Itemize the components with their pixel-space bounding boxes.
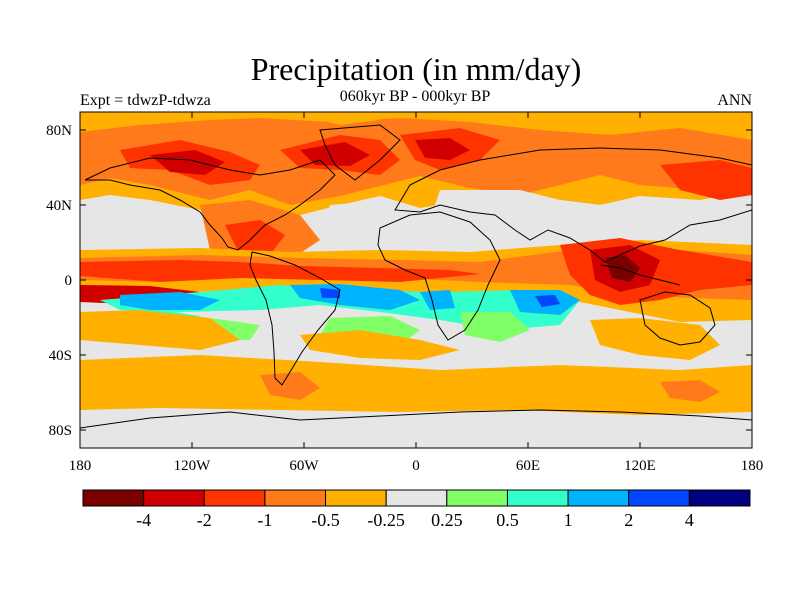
latitude-label: 40N [46,198,72,214]
anomaly-region [320,288,340,298]
anomaly-region [300,330,460,360]
colorbar-swatch [688,489,751,507]
longitude-label: 180 [69,458,92,474]
anomaly-region [660,160,752,200]
anomaly-region [120,292,220,310]
colorbar-label: 0.25 [431,510,463,530]
latitude-label: 80S [49,423,72,439]
anomaly-region [590,318,720,360]
season-label: ANN [717,92,752,109]
colorbar-label: -0.5 [311,510,340,530]
anomaly-region [300,112,380,125]
colorbar-labels: -4 -2 -1 -0.5 -0.25 0.25 0.5 1 2 4 [136,510,694,530]
experiment-label: Expt = tdwzP-tdwza [80,92,211,109]
longitude-label: 180 [741,458,764,474]
coastline-greenland [319,124,401,181]
anomaly-region [415,138,470,160]
coastline-north-america [84,157,336,251]
anomaly-region [535,295,560,307]
anomaly-region [80,355,752,415]
coastline-eurasia [394,147,752,263]
time-period-label: 060kyr BP - 000kyr BP [339,88,491,105]
coastline-maritime-continent [599,264,681,286]
longitude-label: 60W [289,458,319,474]
coastlines [80,124,752,429]
anomaly-region [150,150,225,175]
colorbar-swatch [264,489,327,507]
precipitation-anomaly-field [80,112,752,415]
longitude-label: 120E [624,458,656,474]
coastline-africa [377,211,501,341]
longitude-labels: 180 120W 60W 0 60E 120E 180 [69,458,764,474]
anomaly-region [660,380,720,402]
latitude-label: 80N [46,123,72,139]
anomaly-region [225,220,285,255]
anomaly-region [320,200,420,245]
anomaly-region [460,312,530,342]
colorbar-label: 1 [564,510,573,530]
anomaly-region [260,372,320,400]
colorbar-label: 4 [685,510,694,530]
longitude-label: 120W [174,458,212,474]
plot-title: Precipitation (in mm/day) [250,51,582,87]
anomaly-region [420,290,455,310]
longitude-label: 60E [516,458,540,474]
anomaly-region [430,190,600,240]
colorbar-label: 2 [624,510,633,530]
colorbar-swatch [628,489,690,507]
anomaly-region [85,210,200,255]
colorbar-swatch [143,489,205,507]
colorbar-swatch [567,489,630,507]
colorbar-swatch [82,489,145,507]
colorbar-swatch [385,489,448,507]
colorbar-swatch [203,489,266,507]
axis-ticks [79,112,753,448]
colorbar-label: -0.25 [367,510,405,530]
coastline-antarctica [80,409,752,429]
latitude-label: 0 [65,273,73,289]
colorbar-label: 0.5 [496,510,519,530]
anomaly-region [100,285,580,330]
colorbar-label: -1 [257,510,272,530]
longitude-label: 0 [412,458,420,474]
colorbar-swatch [325,489,387,507]
colorbar-swatch [506,489,569,507]
colorbar [82,489,751,507]
coastline-south-america [249,251,341,386]
colorbar-label: -4 [136,510,151,530]
anomaly-region [80,118,752,205]
anomaly-region [300,142,370,166]
coastline-australia [639,291,716,346]
colorbar-label: -2 [197,510,212,530]
colorbar-swatch [446,489,508,507]
anomaly-region [80,260,480,282]
latitude-labels: 80N 40N 0 40S 80S [46,123,72,439]
latitude-label: 40S [49,348,72,364]
anomaly-region [80,310,240,350]
